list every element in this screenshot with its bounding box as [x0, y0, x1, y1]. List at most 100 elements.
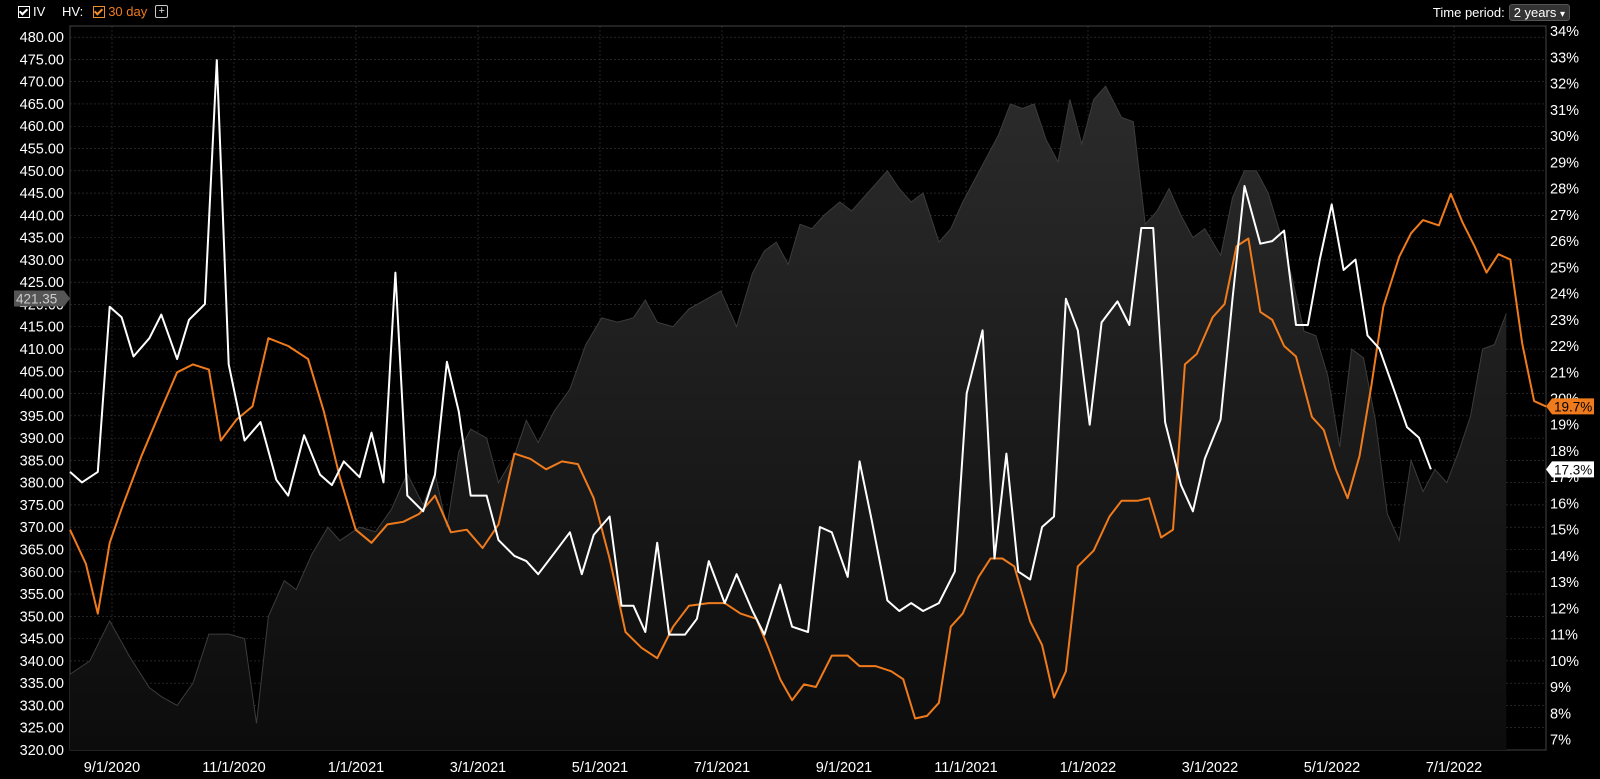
iv-series-line [69, 59, 1432, 636]
hv-period-label[interactable]: 30 day [108, 4, 148, 19]
price-flag-shape [14, 290, 70, 307]
left-tick-label: 350.00 [20, 609, 64, 625]
right-tick-label: 18% [1550, 444, 1579, 460]
right-tick-label: 30% [1550, 129, 1579, 145]
x-tick-label: 7/1/2021 [694, 760, 750, 776]
left-tick-label: 440.00 [20, 208, 64, 224]
right-tick-label: 24% [1550, 287, 1579, 303]
chevron-down-icon: ▾ [1559, 9, 1565, 20]
right-tick-label: 33% [1550, 50, 1579, 66]
price-flag: 421.35 [14, 290, 70, 307]
value-flags: 421.35 19.7% 17.3% [14, 290, 1594, 478]
x-tick-label: 1/1/2022 [1060, 760, 1116, 776]
chart-lines [69, 59, 1547, 720]
left-tick-label: 470.00 [20, 75, 64, 91]
right-tick-label: 23% [1550, 313, 1579, 329]
right-tick-label: 21% [1550, 365, 1579, 381]
x-tick-label: 9/1/2021 [816, 760, 872, 776]
hv-flag-shape [1546, 398, 1594, 415]
left-tick-label: 330.00 [20, 698, 64, 714]
left-tick-label: 450.00 [20, 164, 64, 180]
x-tick-label: 5/1/2021 [572, 760, 628, 776]
left-tick-label: 360.00 [20, 565, 64, 581]
iv-flag-text: 17.3% [1554, 462, 1592, 477]
right-tick-label: 7% [1550, 733, 1571, 749]
right-tick-label: 11% [1550, 628, 1578, 644]
time-period-label: Time period: [1432, 5, 1505, 20]
right-tick-label: 12% [1550, 601, 1579, 617]
left-tick-label: 460.00 [20, 119, 64, 135]
left-tick-label: 475.00 [20, 52, 64, 68]
iv-checkbox[interactable] [18, 5, 30, 18]
x-tick-label: 11/1/2020 [202, 760, 265, 776]
right-tick-label: 34% [1550, 24, 1579, 40]
iv-flag-shape [1546, 461, 1594, 478]
left-tick-label: 480.00 [20, 30, 64, 46]
right-tick-label: 26% [1550, 234, 1579, 250]
left-tick-label: 320.00 [20, 743, 64, 759]
hv-checkbox[interactable] [93, 5, 106, 18]
chart-toolbar: IV HV: 30 day + Time period: 2 years ▾ [0, 0, 1600, 24]
left-tick-label: 385.00 [20, 453, 64, 469]
right-tick-label: 27% [1550, 208, 1579, 224]
time-period-value: 2 years [1513, 5, 1557, 20]
right-tick-label: 8% [1550, 706, 1571, 722]
left-tick-label: 355.00 [20, 587, 64, 603]
right-tick-label: 15% [1550, 523, 1579, 539]
left-tick-label: 430.00 [20, 253, 64, 269]
hv-flag: 19.7% [1546, 398, 1594, 415]
left-tick-label: 395.00 [20, 409, 64, 425]
left-tick-label: 325.00 [20, 721, 64, 737]
x-tick-label: 9/1/2020 [84, 760, 140, 776]
left-tick-label: 390.00 [20, 431, 64, 447]
left-tick-label: 405.00 [20, 364, 64, 380]
x-tick-label: 7/1/2022 [1426, 760, 1482, 776]
x-tick-label: 3/1/2022 [1182, 760, 1238, 776]
right-tick-label: 32% [1550, 77, 1579, 93]
iv-label: IV [33, 4, 46, 19]
left-tick-label: 410.00 [20, 342, 64, 358]
right-tick-label: 13% [1550, 575, 1579, 591]
left-tick-label: 445.00 [20, 186, 64, 202]
iv-toggle[interactable]: IV [18, 4, 45, 19]
left-tick-label: 335.00 [20, 676, 64, 692]
right-tick-label: 16% [1550, 496, 1579, 512]
right-tick-label: 28% [1550, 182, 1579, 198]
add-hv-button[interactable]: + [155, 5, 169, 18]
time-period-select[interactable]: 2 years ▾ [1508, 4, 1570, 21]
x-tick-label: 1/1/2021 [328, 760, 384, 776]
left-tick-label: 435.00 [20, 231, 64, 247]
left-tick-label: 345.00 [20, 632, 64, 648]
left-tick-label: 370.00 [20, 520, 64, 536]
time-period-group: Time period: 2 years ▾ [1433, 4, 1570, 21]
right-tick-label: 10% [1550, 654, 1579, 670]
price-area [69, 85, 1507, 751]
x-tick-label: 3/1/2021 [450, 760, 506, 776]
price-flag-text: 421.35 [16, 291, 57, 306]
right-tick-label: 25% [1550, 260, 1579, 276]
left-tick-label: 400.00 [20, 387, 64, 403]
right-tick-label: 29% [1550, 155, 1579, 171]
price-area-fill [70, 86, 1507, 751]
left-tick-label: 375.00 [20, 498, 64, 514]
right-tick-label: 22% [1550, 339, 1579, 355]
hv-series-line [69, 192, 1547, 720]
hv-group: HV: 30 day + [62, 4, 169, 19]
right-tick-label: 19% [1550, 418, 1579, 434]
x-tick-label: 11/1/2021 [934, 760, 997, 776]
left-tick-label: 455.00 [20, 142, 64, 158]
left-tick-label: 365.00 [20, 543, 64, 559]
left-tick-label: 465.00 [20, 97, 64, 113]
left-tick-label: 415.00 [20, 320, 64, 336]
right-tick-label: 9% [1550, 680, 1571, 696]
hv-label: HV: [62, 4, 84, 19]
right-tick-label: 14% [1550, 549, 1579, 565]
hv-flag-text: 19.7% [1554, 399, 1592, 414]
left-tick-label: 340.00 [20, 654, 64, 670]
iv-flag: 17.3% [1546, 461, 1594, 478]
left-tick-label: 380.00 [20, 476, 64, 492]
left-tick-label: 425.00 [20, 275, 64, 291]
x-tick-label: 5/1/2022 [1304, 760, 1360, 776]
right-tick-label: 31% [1550, 103, 1579, 119]
